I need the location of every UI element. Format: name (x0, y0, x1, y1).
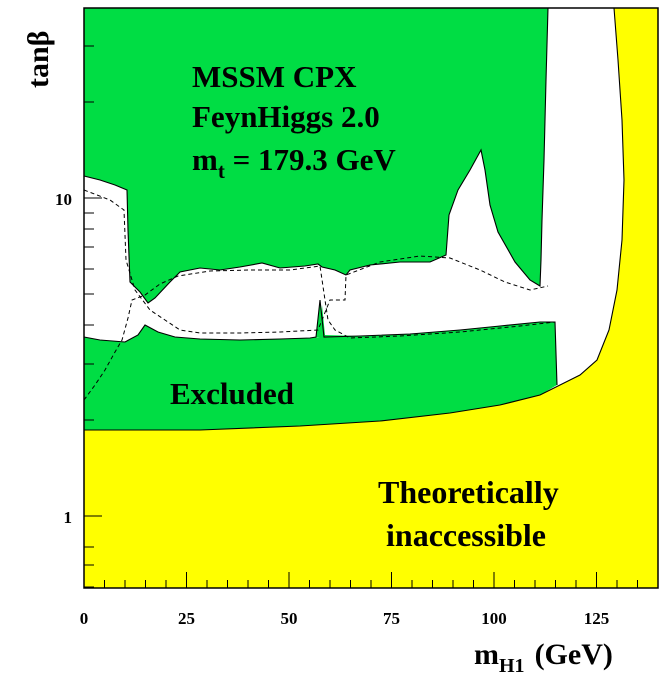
annotation-line1: MSSM CPX (192, 59, 357, 94)
inaccessible-label-line1: Theoretically (378, 474, 559, 510)
x-axis-label-sub: H1 (499, 655, 525, 677)
expected-limit-dashed-1 (83, 189, 549, 334)
x-axis-label-unit: (GeV) (535, 638, 613, 671)
y-axis-ticks (84, 7, 102, 588)
x-axis-label-main: m (474, 638, 499, 671)
x-tick-label-100: 100 (481, 609, 507, 628)
x-tick-label-0: 0 (80, 609, 89, 628)
y-axis-label: tanβ (22, 31, 55, 88)
y-tick-label-1: 1 (64, 508, 73, 527)
excluded-spike (316, 300, 324, 337)
excluded-boundary-upper (83, 7, 549, 304)
x-tick-label-125: 125 (584, 609, 610, 628)
inaccessible-label-line2: inaccessible (386, 517, 546, 553)
annotation-line2: FeynHiggs 2.0 (192, 99, 380, 134)
annotation-line3-sub: t (218, 159, 225, 183)
excluded-region-lower (84, 305, 557, 430)
x-tick-label-75: 75 (383, 609, 400, 628)
excluded-region-main (84, 8, 548, 303)
excluded-boundary-lower (83, 299, 558, 386)
annotation-line3: mt = 179.3 GeV (192, 142, 396, 183)
annotation-line3-main: m (192, 142, 218, 177)
theoretically-inaccessible-region (84, 8, 658, 588)
excluded-label: Excluded (170, 376, 294, 411)
x-axis-ticks (83, 572, 638, 588)
x-axis-label: mH1 (GeV) (474, 638, 613, 677)
y-tick-label-10: 10 (55, 190, 72, 209)
x-tick-label-25: 25 (178, 609, 195, 628)
x-tick-label-50: 50 (281, 609, 298, 628)
annotation-line3-rest: = 179.3 GeV (225, 142, 397, 177)
expected-limit-dashed-2 (83, 265, 556, 401)
excluded-boundary-bottom (84, 7, 625, 431)
